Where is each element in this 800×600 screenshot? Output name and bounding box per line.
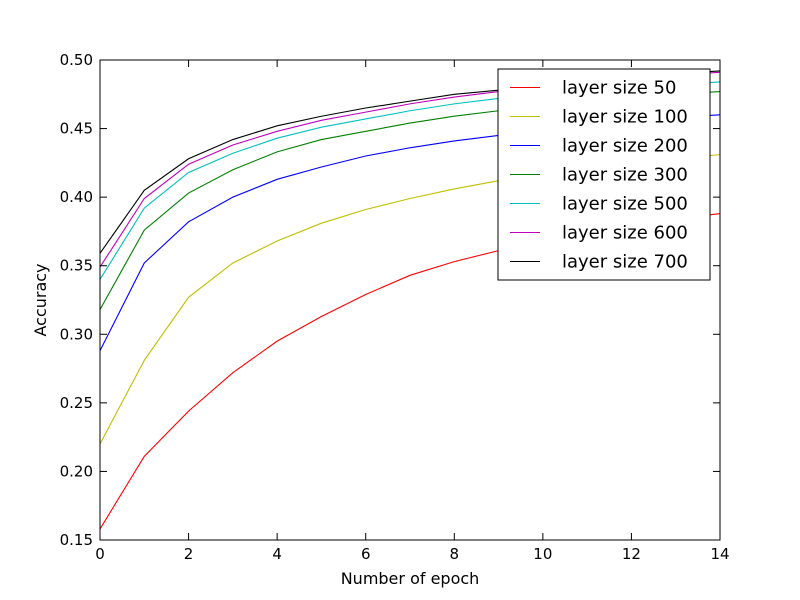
y-tick-label: 0.30 [60, 325, 93, 343]
x-tick-label: 0 [95, 545, 105, 563]
legend-label: layer size 600 [562, 223, 688, 244]
x-tick-label: 14 [710, 545, 729, 563]
legend-label: layer size 100 [562, 107, 688, 128]
x-tick-label: 4 [272, 545, 282, 563]
y-tick-label: 0.25 [60, 394, 93, 412]
axis-tick-labels: 0 2 4 6 8 10 12 14 0.15 0.20 0.25 0.30 0.35 0.40 0.45 0… [60, 51, 730, 563]
y-tick-label: 0.20 [60, 462, 93, 480]
x-tick-label: 12 [622, 545, 641, 563]
y-tick-label: 0.50 [60, 51, 93, 69]
legend-label: layer size 200 [562, 136, 688, 157]
legend-label: layer size 50 [562, 78, 676, 99]
legend: layer size 50 layer size 100 layer size 20… [497, 68, 711, 281]
series-lines [99, 70, 721, 530]
axis-ticks [99, 59, 721, 541]
legend-label: layer size 700 [562, 252, 688, 273]
x-axis-label: Number of epoch [341, 569, 480, 588]
x-tick-label: 2 [184, 545, 194, 563]
plot-frame [99, 59, 721, 541]
x-tick-label: 6 [361, 545, 371, 563]
y-axis-label: Accuracy [31, 263, 50, 336]
legend-label: layer size 500 [562, 194, 688, 215]
y-tick-label: 0.45 [60, 120, 93, 138]
y-tick-label: 0.35 [60, 257, 93, 275]
y-tick-label: 0.40 [60, 188, 93, 206]
legend-label: layer size 300 [562, 165, 688, 186]
x-tick-label: 8 [450, 545, 460, 563]
x-tick-label: 10 [533, 545, 552, 563]
y-tick-label: 0.15 [60, 531, 93, 549]
